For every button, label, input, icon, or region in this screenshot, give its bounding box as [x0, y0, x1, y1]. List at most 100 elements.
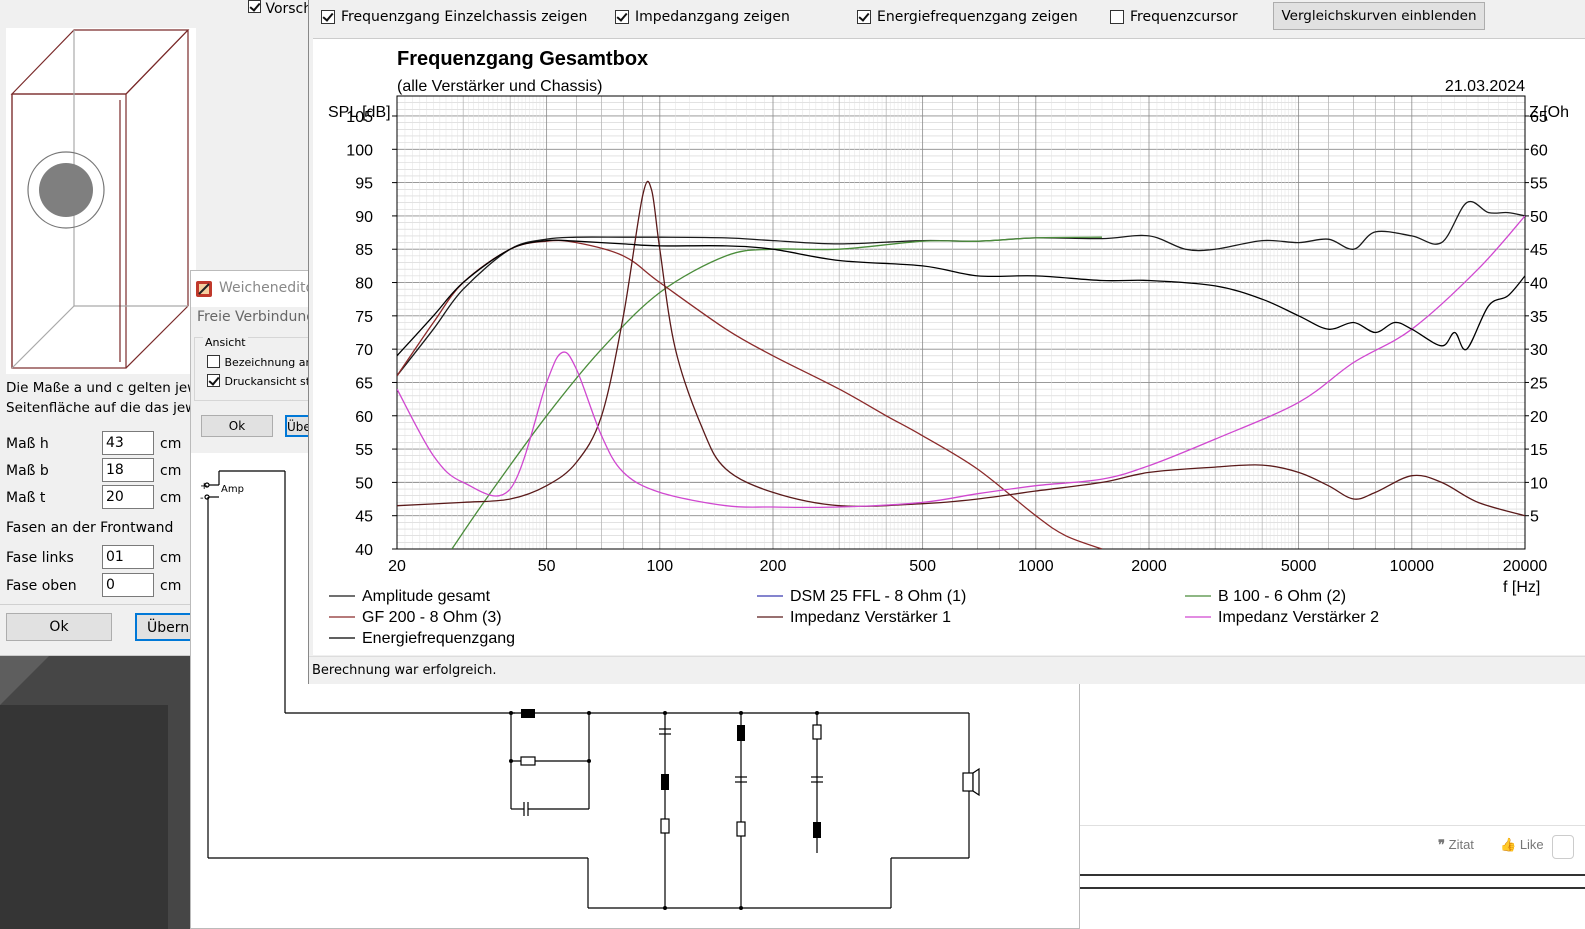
y-tick-label: 95 [355, 176, 373, 193]
view-group-label: Ansicht [203, 336, 248, 349]
legend-entry: Amplitude gesamt [362, 588, 491, 605]
y2-tick-label: 60 [1530, 142, 1548, 159]
chart-title: Frequenzgang Gesamtbox [397, 48, 648, 70]
toolbar-checkbox-3[interactable] [857, 9, 871, 24]
crossover-ok-button[interactable]: Ok [201, 415, 273, 437]
y-axis-label: SPL [dB] [328, 104, 391, 121]
like-button[interactable]: 👍 Like [1500, 837, 1544, 853]
plot-frame [396, 95, 1526, 550]
y2-axis-label: Z [Oh [1529, 104, 1569, 121]
show-labels-checkbox[interactable] [207, 355, 220, 369]
forum-divider-2 [1080, 887, 1585, 889]
y-tick-label: 75 [355, 309, 373, 326]
series-line-7 [397, 239, 1525, 357]
chart-subtitle: (alle Verstärker und Chassis) [397, 78, 602, 95]
toolbar-toggle-3[interactable]: Energiefrequenzgang zeigen [857, 8, 1078, 26]
compare-curves-button[interactable]: Vergleichskurven einblenden [1273, 2, 1485, 30]
toolbar-toggle-4[interactable]: Frequenzcursor [1110, 8, 1238, 26]
legend-entry: GF 200 - 8 Ohm (3) [362, 609, 502, 626]
y-tick-label: 90 [355, 209, 373, 226]
x-tick-label: 1000 [1018, 558, 1054, 575]
fase-left-input[interactable]: 01 [102, 545, 154, 569]
forum-strip: ❞ Zitat 👍 Like [1080, 682, 1585, 929]
forum-divider-1 [1080, 874, 1585, 876]
preview-checkbox-row[interactable]: Vorsch [248, 0, 312, 18]
legend-entry: Energiefrequenzgang [362, 630, 515, 647]
y-tick-label: 105 [346, 109, 373, 126]
x-tick-label: 20 [388, 558, 406, 575]
y2-tick-label: 55 [1530, 176, 1548, 193]
forum-small-button[interactable] [1552, 835, 1574, 859]
box-ok-button[interactable]: Ok [6, 613, 112, 641]
legend-entry: DSM 25 FFL - 8 Ohm (1) [790, 588, 966, 605]
toolbar-label-1: Frequenzgang Einzelchassis zeigen [341, 9, 588, 25]
y-tick-label: 70 [355, 342, 373, 359]
print-view-label: Druckansicht stat [224, 375, 322, 388]
preview-checkbox[interactable] [248, 0, 261, 13]
y2-tick-label: 50 [1530, 209, 1548, 226]
thumbs-up-icon: 👍 [1500, 837, 1517, 852]
desktop-background-panel [0, 705, 168, 929]
label-toggle-row[interactable]: Bezeichnung anze [207, 353, 325, 371]
series-line-4 [397, 239, 1103, 549]
dimensions-note-line2: Seitenfläche auf die das jeweilig [6, 400, 225, 416]
y-tick-label: 40 [355, 542, 373, 559]
height-input[interactable]: 43 [102, 431, 154, 455]
fase-top-input[interactable]: 0 [102, 573, 154, 597]
depth-unit: cm [160, 490, 182, 506]
status-bar: Berechnung war erfolgreich. [309, 656, 1585, 684]
x-tick-label: 200 [760, 558, 787, 575]
toolbar-toggle-2[interactable]: Impedanzgang zeigen [615, 8, 790, 26]
crossover-app-icon [196, 281, 212, 297]
crossover-schematic: + - [200, 470, 980, 910]
print-view-checkbox[interactable] [207, 374, 220, 388]
chart-area: Frequenzgang Gesamtbox (alle Verstärker u… [313, 38, 1585, 655]
y2-tick-label: 45 [1530, 242, 1548, 259]
toolbar-checkbox-1[interactable] [321, 9, 335, 24]
y2-tick-label: 65 [1530, 109, 1548, 126]
fase-top-label: Fase oben [6, 578, 77, 594]
series-line-5 [397, 180, 1525, 517]
crossover-title: Weicheneditor [219, 280, 320, 296]
print-view-row[interactable]: Druckansicht stat [207, 372, 321, 390]
y2-tick-label: 40 [1530, 276, 1548, 293]
quote-button[interactable]: ❞ Zitat [1438, 837, 1474, 853]
toolbar-checkbox-2[interactable] [615, 9, 629, 24]
y2-tick-label: 10 [1530, 475, 1548, 492]
crossover-apply-button[interactable]: Übe [285, 415, 309, 437]
height-unit: cm [160, 436, 182, 452]
x-tick-label: 10000 [1390, 558, 1435, 575]
dimensions-note-line1: Die Maße a und c gelten jeweils [6, 380, 222, 396]
y-tick-label: 55 [355, 442, 373, 459]
quote-icon: ❞ [1438, 837, 1445, 852]
legend-entry: Impedanz Verstärker 1 [790, 609, 951, 626]
fase-left-label: Fase links [6, 550, 74, 566]
crossover-sidebar: Freie Verbindung Ansicht Bezeichnung anz… [191, 307, 325, 453]
x-tick-label: 20000 [1503, 558, 1548, 575]
depth-label: Maß t [6, 490, 46, 506]
y-tick-label: 50 [355, 475, 373, 492]
series-line-6 [397, 215, 1525, 509]
fasen-heading: Fasen an der Frontwand [6, 520, 174, 536]
y2-tick-label: 30 [1530, 342, 1548, 359]
y-tick-label: 45 [355, 509, 373, 526]
view-group-box: Ansicht Bezeichnung anze Druckansicht st… [194, 336, 325, 401]
x-axis-label: f [Hz] [1503, 579, 1540, 596]
status-text: Berechnung war erfolgreich. [312, 663, 497, 678]
toolbar-toggle-1[interactable]: Frequenzgang Einzelchassis zeigen [321, 8, 587, 26]
x-tick-label: 100 [646, 558, 673, 575]
x-tick-label: 50 [538, 558, 556, 575]
y2-tick-label: 20 [1530, 409, 1548, 426]
y2-tick-label: 35 [1530, 309, 1548, 326]
amp-plus-sign: + [200, 481, 208, 492]
width-input[interactable]: 18 [102, 458, 154, 482]
depth-input[interactable]: 20 [102, 485, 154, 509]
toolbar-label-4: Frequenzcursor [1130, 9, 1238, 25]
y2-tick-label: 15 [1530, 442, 1548, 459]
y-tick-label: 85 [355, 242, 373, 259]
chart-toolbar: Frequenzgang Einzelchassis zeigen Impedan… [309, 0, 1585, 34]
preview-checkbox-label: Vorsch [265, 1, 313, 17]
toolbar-checkbox-4[interactable] [1110, 9, 1124, 24]
series-line-1 [397, 200, 1525, 377]
width-unit: cm [160, 463, 182, 479]
